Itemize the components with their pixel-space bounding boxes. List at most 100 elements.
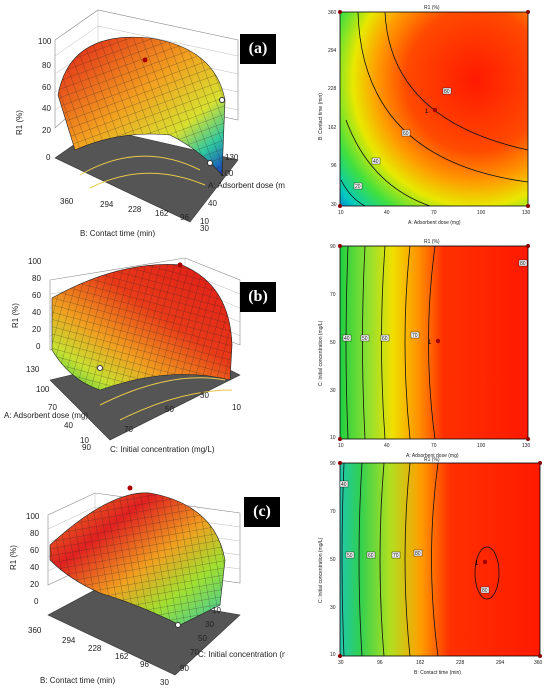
y-tick: 162 — [328, 125, 337, 131]
y-tick: 96 — [331, 163, 337, 169]
x-tick: 30 — [338, 660, 344, 666]
x-tick: 10 — [200, 217, 209, 226]
optimum-label: 1 — [475, 561, 479, 567]
y-axis-label: C: Initial concentration (mg/L) — [318, 320, 324, 386]
x-tick: 40 — [384, 443, 390, 449]
y-axis-label: B: Contact time (min) — [318, 93, 324, 140]
z-tick: 20 — [32, 325, 41, 334]
z-axis-label: R1 (%) — [9, 545, 18, 570]
x-axis-label: A: Adsorbent dose (mg) — [406, 453, 459, 459]
y-axis-label: B: Contact time (min) — [40, 676, 115, 685]
z-tick: 0 — [36, 342, 41, 351]
x-tick: 360 — [534, 660, 543, 666]
x-tick: 30 — [205, 620, 214, 629]
contour-plot-c: 1 40 50 60 70 80 80 R1 (%) 90 70 50 30 1… — [318, 457, 543, 676]
chart-title: R1 (%) — [424, 457, 440, 463]
chart-title: R1 (%) — [424, 5, 440, 11]
contour-plot-a: 1 80 60 40 20 R1 (%) 360 294 228 162 96 … — [318, 5, 531, 226]
x-tick: 70 — [431, 210, 437, 216]
y-tick: 50 — [330, 557, 336, 563]
y-tick: 162 — [155, 209, 169, 218]
contour-label: 80 — [444, 89, 450, 95]
optimum-label: 1 — [428, 340, 432, 346]
chart-title: R1 (%) — [424, 239, 440, 245]
x-tick: 100 — [477, 443, 486, 449]
panel-label-c: (c) — [244, 497, 280, 527]
x-axis-label: C: Initial concentration (mg/L) — [198, 650, 285, 659]
y-tick: 228 — [328, 86, 337, 92]
contour-plot-b: 1 40 50 60 70 80 R1 (%) 90 70 50 30 10 C… — [318, 239, 531, 459]
z-tick: 60 — [32, 291, 41, 300]
contour-label: 80 — [520, 261, 526, 267]
z-tick: 60 — [30, 546, 39, 555]
contour-label: 70 — [393, 553, 399, 559]
y-tick: 70 — [48, 403, 57, 412]
y-tick: 30 — [330, 605, 336, 611]
x-tick: 30 — [200, 391, 209, 400]
optimum-point — [482, 559, 488, 565]
x-tick: 100 — [220, 169, 234, 178]
y-tick: 130 — [26, 365, 40, 374]
contour-label: 40 — [344, 336, 350, 342]
x-tick: 10 — [232, 403, 241, 412]
x-axis-label: A: Adsorbent dose (mg) — [208, 181, 285, 190]
y-tick: 10 — [330, 652, 336, 658]
contour-label: 60 — [382, 336, 388, 342]
y-tick: 162 — [115, 652, 129, 661]
y-tick: 96 — [140, 660, 149, 669]
x-axis-label: B: Contact time (min) — [414, 670, 461, 676]
x-tick: 50 — [198, 634, 207, 643]
x-tick: 130 — [225, 153, 239, 162]
y-tick: 96 — [180, 213, 189, 222]
x-tick: 70 — [124, 425, 133, 434]
z-tick: 80 — [32, 274, 41, 283]
y-tick: 360 — [328, 10, 337, 16]
z-tick: 60 — [42, 83, 51, 92]
contour-label: 80 — [415, 551, 421, 557]
contour-label: 80 — [482, 588, 488, 594]
z-tick: 20 — [30, 580, 39, 589]
y-axis-label: B: Contact time (min) — [80, 229, 155, 238]
x-tick: 70 — [190, 648, 199, 657]
contour-label: 60 — [368, 553, 374, 559]
optimum-label: 1 — [425, 109, 429, 115]
x-tick: 228 — [456, 660, 465, 666]
x-tick: 10 — [338, 443, 344, 449]
z-tick: 20 — [42, 126, 51, 135]
panel-label-b: (b) — [240, 282, 276, 312]
surface-plot-b: 100 80 60 40 20 0 R1 (%) 130 100 70 40 1… — [4, 257, 241, 454]
optimum-point — [435, 338, 441, 344]
y-tick: 70 — [330, 292, 336, 298]
z-axis-label: R1 (%) — [11, 303, 20, 328]
z-tick: 0 — [46, 153, 51, 162]
z-tick: 40 — [32, 308, 41, 317]
y-tick: 294 — [62, 636, 76, 645]
contour-label: 50 — [347, 553, 353, 559]
y-tick: 30 — [160, 678, 169, 687]
x-tick: 90 — [82, 443, 91, 452]
surface-plot-c: 100 80 60 40 20 0 R1 (%) 360 294 228 162… — [9, 485, 285, 687]
y-tick: 10 — [330, 435, 336, 441]
x-tick: 10 — [212, 606, 221, 615]
x-tick: 50 — [165, 405, 174, 414]
z-tick: 40 — [30, 563, 39, 572]
x-tick: 70 — [431, 443, 437, 449]
x-tick: 130 — [522, 443, 531, 449]
y-tick: 50 — [330, 340, 336, 346]
y-tick: 70 — [330, 509, 336, 515]
contour-label: 60 — [403, 131, 409, 137]
y-tick: 360 — [28, 626, 42, 635]
y-tick: 294 — [100, 200, 114, 209]
x-tick: 162 — [416, 660, 425, 666]
y-axis-label: C: Initial concentration (mg/L) — [318, 537, 324, 603]
x-tick: 10 — [338, 210, 344, 216]
y-tick: 30 — [330, 388, 336, 394]
y-tick: 90 — [330, 244, 336, 250]
y-tick: 90 — [330, 461, 336, 467]
z-tick: 0 — [34, 597, 39, 606]
z-tick: 80 — [30, 529, 39, 538]
y-tick: 228 — [88, 644, 102, 653]
y-tick: 294 — [328, 48, 337, 54]
x-axis-label: C: Initial concentration (mg/L) — [110, 445, 215, 454]
z-axis-label: R1 (%) — [15, 110, 24, 135]
